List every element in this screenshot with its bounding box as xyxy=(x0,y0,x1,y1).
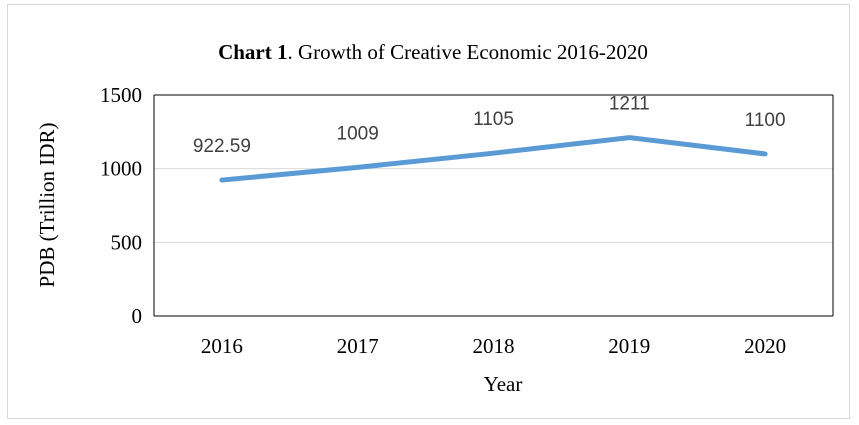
chart-title: Chart 1. Growth of Creative Economic 201… xyxy=(218,40,648,64)
chart-title-bold: Chart 1 xyxy=(218,40,287,64)
x-tick-label: 2016 xyxy=(201,334,243,358)
x-tick-label: 2018 xyxy=(473,334,515,358)
data-label: 1211 xyxy=(609,94,650,115)
data-label: 1105 xyxy=(473,109,514,130)
y-axis-label: PDB (Trillion IDR) xyxy=(35,123,59,288)
y-tick-label: 0 xyxy=(132,304,143,328)
y-tick-label: 500 xyxy=(111,230,143,254)
x-tick-label: 2019 xyxy=(608,334,650,358)
x-tick-label: 2017 xyxy=(337,334,379,358)
data-label: 1100 xyxy=(745,110,786,131)
data-label: 1009 xyxy=(337,123,379,144)
line-chart: Chart 1. Growth of Creative Economic 201… xyxy=(35,40,834,396)
data-label: 922.59 xyxy=(193,136,251,157)
y-tick-label: 1000 xyxy=(100,157,142,181)
y-tick-label: 1500 xyxy=(100,83,142,107)
x-axis-label: Year xyxy=(484,372,523,396)
series-line xyxy=(219,135,768,183)
chart-title-rest: . Growth of Creative Economic 2016-2020 xyxy=(288,40,648,64)
chart-frame: Chart 1. Growth of Creative Economic 201… xyxy=(7,4,850,419)
x-tick-label: 2020 xyxy=(744,334,786,358)
